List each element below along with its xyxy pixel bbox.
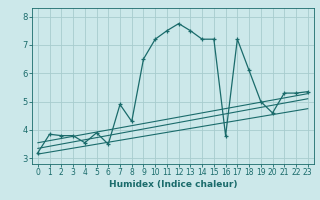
X-axis label: Humidex (Indice chaleur): Humidex (Indice chaleur) [108,180,237,189]
